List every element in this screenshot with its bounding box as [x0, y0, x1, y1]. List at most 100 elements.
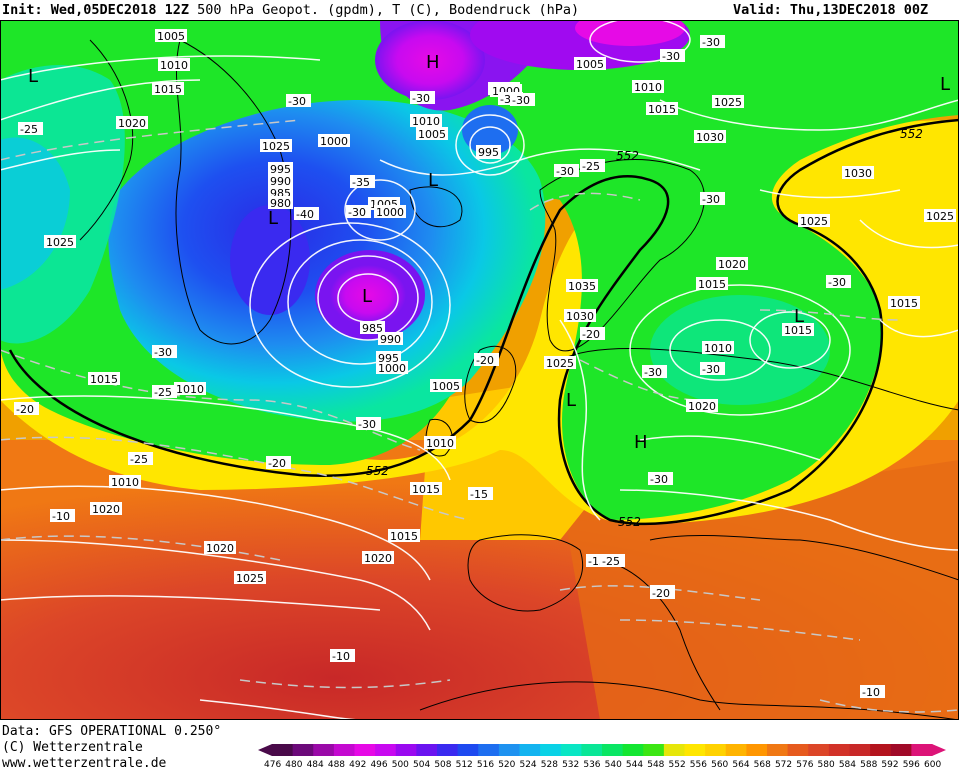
isobar-label-text: 1025	[262, 140, 290, 153]
temp-label-12: -35	[350, 175, 375, 189]
temp-label-box	[700, 362, 725, 375]
legend-tick-label: 588	[860, 760, 877, 770]
legend-tick-label: 556	[690, 760, 707, 770]
isobar-label-36: 1020	[686, 399, 718, 413]
isobar-label-text: 1005	[418, 128, 446, 141]
isobar-label-text: 1010	[176, 383, 204, 396]
isobar-label-box	[234, 571, 266, 584]
footer-data-source: Data: GFS OPERATIONAL 0.250°	[2, 724, 222, 739]
isobar-label-box	[410, 482, 442, 495]
temp-label-text: -25	[154, 386, 172, 399]
temp-label-text: -30	[702, 36, 720, 49]
isobar-label-text: 980	[270, 197, 291, 210]
isobar-label-box	[388, 529, 420, 542]
isobar-label-25: 1010	[174, 382, 206, 396]
legend-tick-label: 580	[818, 760, 835, 770]
temperature-labels: -25-30 -30 -35-30-40 -30-30-25-25-30-30-35-…	[14, 35, 885, 699]
header-valid-value: Thu,13DEC2018 00Z	[789, 2, 929, 18]
isobar-label-text: 1010	[160, 59, 188, 72]
legend-swatch	[684, 744, 706, 756]
coastlines	[79, 39, 959, 720]
temp-label-22: -10	[330, 649, 355, 663]
legend-tick-label: 520	[498, 760, 515, 770]
temp-label-text: -30	[828, 276, 846, 289]
temp-label-box	[286, 94, 311, 107]
legend-swatch	[602, 744, 624, 756]
isobar-label-1: 1010	[158, 58, 190, 72]
isobar-label-box	[374, 205, 406, 218]
isobar-label-49: 1005	[574, 57, 606, 71]
legend-swatch	[911, 744, 933, 756]
contour-552-label: 552	[900, 127, 923, 141]
isobar-label-33: 1015	[410, 482, 442, 496]
isobar-label-text: 1000	[376, 206, 404, 219]
isobar-label-text: 1015	[412, 483, 440, 496]
isobar-label-text: 1020	[688, 400, 716, 413]
legend-swatch	[870, 744, 892, 756]
isobar-label-24: 1015	[88, 372, 120, 386]
temp-label-text: -30	[556, 165, 574, 178]
isobar-label-32: 1015	[388, 529, 420, 543]
legend-tick-label: 504	[413, 760, 430, 770]
isobar-label-39: 1015	[888, 296, 920, 310]
isobar-label-text: 1010	[704, 342, 732, 355]
isobar-label-text: 1015	[698, 278, 726, 291]
temp-label-23: -30	[648, 472, 673, 486]
warm-southeast-region	[560, 460, 959, 720]
pressure-center-7: H	[634, 432, 648, 453]
header-init-value: Wed,05DEC2018 12Z	[50, 2, 189, 18]
legend-swatch	[498, 744, 520, 756]
legend-swatch	[560, 744, 582, 756]
temp-label-32: -30	[660, 49, 685, 63]
temp-label-25: -30	[700, 362, 725, 376]
temp-label-box	[468, 487, 493, 500]
legend-tick-label: 508	[434, 760, 451, 770]
isobar-label-text: 1005	[157, 30, 185, 43]
isobar-label-box	[268, 162, 293, 175]
isobar-label-box	[712, 95, 744, 108]
temp-label-box	[152, 345, 177, 358]
pressure-center-5: L	[794, 306, 804, 327]
temp-label-box	[860, 685, 885, 698]
temp-label-text: -30	[650, 473, 668, 486]
temp-label-11: -30	[826, 275, 851, 289]
temp-label-box	[14, 402, 39, 415]
temp-label-27: -25	[600, 554, 625, 568]
temp-label-box	[648, 472, 673, 485]
isobar-label-50: 1025	[924, 209, 956, 223]
isobar-label-text: 1015	[390, 530, 418, 543]
isobar-label-box	[268, 174, 293, 187]
legend-swatch	[705, 744, 727, 756]
isobar-label-text: 1010	[111, 476, 139, 489]
isobar-label-40: 1010	[424, 436, 456, 450]
temp-label-text: -20	[16, 403, 34, 416]
temp-label-text: -20	[582, 328, 600, 341]
isobar-label-46: 1025	[44, 235, 76, 249]
isobar-label-31: 1025	[544, 356, 576, 370]
temp-label-box	[266, 456, 291, 469]
temp-label-6: -30	[346, 205, 371, 219]
legend-swatch	[828, 744, 850, 756]
legend-swatch	[787, 744, 809, 756]
header-init: Init: Wed,05DEC2018 12Z 500 hPa Geopot. …	[2, 0, 579, 20]
legend-swatches	[258, 744, 946, 756]
isobar-label-text: 1020	[206, 542, 234, 555]
header-title: 500 hPa Geopot. (gpdm), T (C), Bodendruc…	[197, 2, 580, 18]
cold-west-core	[0, 137, 70, 290]
pressure-center-3: L	[428, 170, 438, 191]
isobar-label-text: 1030	[566, 310, 594, 323]
header-valid: Valid: Thu,13DEC2018 00Z	[733, 0, 928, 20]
isobar-label-9: 980	[268, 196, 293, 210]
isobar-label-7: 990	[268, 174, 293, 188]
temp-label-box	[660, 49, 685, 62]
temp-label-17: -10	[50, 509, 75, 523]
isobar-label-box	[378, 332, 403, 345]
temp-label-box	[18, 122, 43, 135]
temp-label-text: -15	[470, 488, 488, 501]
isobar-label-11: 1000	[374, 205, 406, 219]
temp-label-28: -20	[650, 586, 675, 600]
temp-label-text: -30	[512, 94, 530, 107]
legend-swatch	[519, 744, 541, 756]
pressure-center-1: H	[426, 52, 440, 73]
header-init-label: Init:	[2, 2, 43, 18]
